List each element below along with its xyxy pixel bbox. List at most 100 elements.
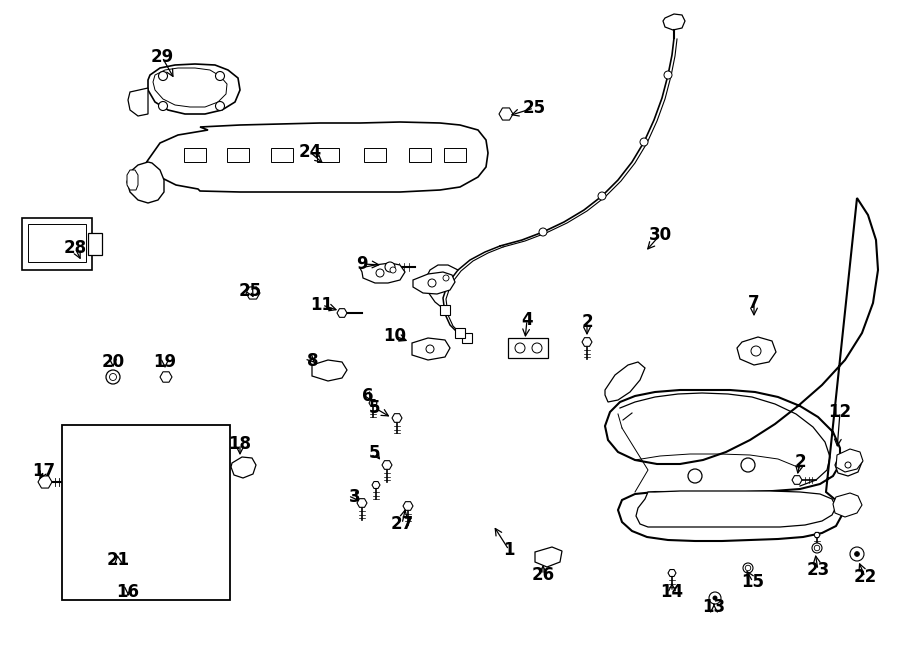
Text: 22: 22 — [853, 568, 877, 586]
Circle shape — [751, 346, 761, 356]
Bar — [409, 148, 431, 162]
Polygon shape — [146, 122, 488, 192]
Bar — [88, 233, 102, 255]
Text: 1: 1 — [503, 541, 515, 559]
Circle shape — [745, 565, 751, 570]
Polygon shape — [403, 502, 413, 510]
Text: 16: 16 — [116, 583, 140, 601]
Circle shape — [110, 373, 116, 381]
Polygon shape — [833, 493, 862, 517]
Bar — [455, 328, 465, 338]
Text: 7: 7 — [748, 294, 760, 312]
Circle shape — [106, 370, 120, 384]
Polygon shape — [127, 162, 164, 203]
Bar — [271, 148, 293, 162]
Polygon shape — [312, 360, 347, 381]
Circle shape — [585, 340, 590, 344]
Circle shape — [598, 192, 606, 200]
Circle shape — [406, 504, 410, 508]
Polygon shape — [835, 452, 862, 476]
Text: 2: 2 — [794, 453, 806, 471]
Text: 13: 13 — [702, 598, 725, 616]
Polygon shape — [412, 338, 450, 360]
Polygon shape — [535, 547, 562, 567]
Text: 5: 5 — [369, 399, 381, 417]
Text: 23: 23 — [806, 561, 830, 579]
Text: 17: 17 — [32, 462, 56, 480]
Polygon shape — [357, 498, 367, 508]
Circle shape — [795, 478, 799, 483]
Polygon shape — [814, 532, 820, 537]
Circle shape — [41, 479, 49, 485]
Circle shape — [741, 458, 755, 472]
Bar — [317, 148, 339, 162]
Text: 30: 30 — [648, 226, 671, 244]
Polygon shape — [369, 399, 377, 407]
Text: 2: 2 — [581, 313, 593, 331]
Polygon shape — [792, 476, 802, 485]
Circle shape — [812, 543, 822, 553]
Circle shape — [385, 463, 389, 467]
Bar — [227, 148, 249, 162]
Text: 3: 3 — [349, 488, 361, 506]
Bar — [440, 305, 450, 315]
Circle shape — [163, 374, 168, 379]
Circle shape — [376, 269, 384, 277]
Circle shape — [371, 401, 374, 405]
Circle shape — [670, 571, 674, 575]
Polygon shape — [605, 362, 645, 402]
Text: 8: 8 — [307, 352, 319, 370]
Bar — [28, 224, 86, 262]
Text: 27: 27 — [391, 515, 414, 533]
Text: 25: 25 — [522, 99, 545, 117]
Circle shape — [215, 71, 224, 81]
Polygon shape — [499, 108, 513, 120]
Circle shape — [850, 547, 864, 561]
Text: 29: 29 — [150, 48, 174, 66]
Bar — [508, 338, 548, 358]
Circle shape — [814, 545, 820, 551]
Polygon shape — [80, 440, 170, 550]
Polygon shape — [148, 64, 240, 114]
Text: 15: 15 — [742, 573, 764, 591]
Circle shape — [428, 279, 436, 287]
Polygon shape — [663, 14, 685, 30]
Circle shape — [854, 551, 859, 557]
Text: 19: 19 — [153, 353, 176, 371]
Polygon shape — [107, 548, 124, 562]
Circle shape — [215, 102, 224, 110]
Circle shape — [443, 275, 449, 281]
Text: 21: 21 — [106, 551, 130, 569]
Circle shape — [713, 596, 717, 600]
Circle shape — [664, 71, 672, 79]
Circle shape — [503, 111, 509, 117]
Circle shape — [815, 533, 818, 536]
Circle shape — [374, 483, 378, 486]
Polygon shape — [582, 338, 592, 346]
Circle shape — [539, 228, 547, 236]
Polygon shape — [636, 491, 836, 527]
Text: 5: 5 — [369, 444, 381, 462]
Polygon shape — [413, 272, 455, 294]
Circle shape — [426, 345, 434, 353]
Polygon shape — [337, 309, 347, 317]
Polygon shape — [231, 457, 256, 478]
Circle shape — [709, 592, 721, 604]
Polygon shape — [737, 337, 776, 365]
Circle shape — [158, 71, 167, 81]
Text: 10: 10 — [383, 327, 407, 345]
Text: 4: 4 — [521, 311, 533, 329]
Bar — [62, 425, 230, 600]
Text: 11: 11 — [310, 296, 334, 314]
Circle shape — [340, 311, 344, 315]
Polygon shape — [605, 198, 878, 541]
Polygon shape — [392, 414, 402, 422]
Bar — [184, 148, 206, 162]
Text: 12: 12 — [828, 403, 851, 421]
Text: 9: 9 — [356, 255, 368, 273]
Polygon shape — [38, 476, 52, 488]
Text: 24: 24 — [299, 143, 321, 161]
Polygon shape — [360, 263, 405, 283]
Polygon shape — [836, 449, 863, 472]
Text: 20: 20 — [102, 353, 124, 371]
